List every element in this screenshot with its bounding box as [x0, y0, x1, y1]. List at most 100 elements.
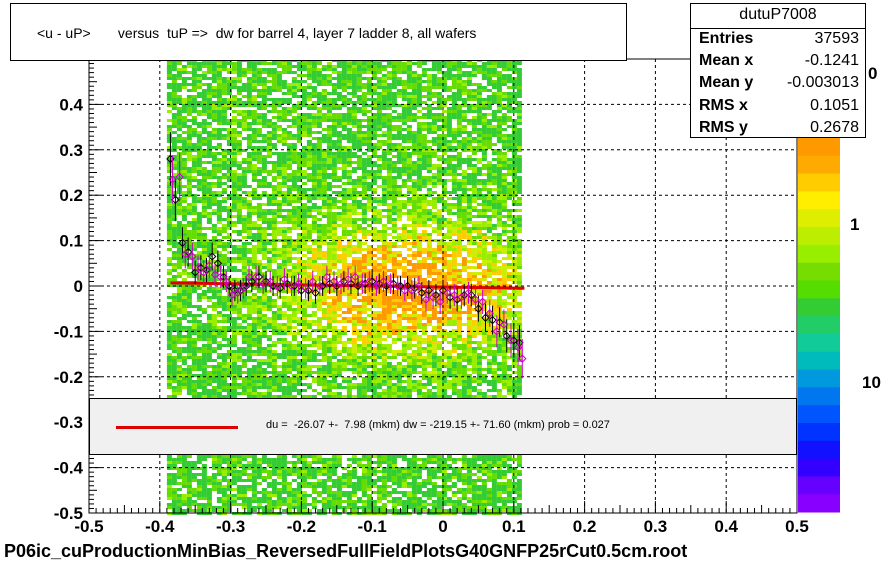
heat-cell [186, 137, 192, 140]
heat-cell [231, 95, 237, 98]
heat-cell [291, 116, 297, 119]
heat-cell [286, 263, 292, 266]
heat-cell [476, 122, 482, 125]
heat-cell [391, 149, 397, 152]
heat-cell [336, 242, 342, 245]
heat-cell [186, 179, 192, 182]
heat-cell [331, 83, 337, 86]
heat-cell [271, 248, 277, 251]
heat-cell [296, 176, 302, 179]
heat-cell [201, 152, 207, 155]
heat-cell [336, 308, 342, 311]
heat-cell [286, 101, 292, 104]
heat-cell [481, 233, 487, 236]
heat-cell [191, 119, 197, 122]
heat-cell [266, 257, 272, 260]
heat-cell [171, 155, 177, 158]
heat-cell [321, 278, 327, 281]
heat-cell [501, 143, 507, 146]
heat-cell [206, 131, 212, 134]
heat-cell [191, 194, 197, 197]
heat-cell [426, 317, 432, 320]
heat-cell [171, 251, 177, 254]
heat-cell [411, 215, 417, 218]
heat-cell [506, 98, 512, 101]
heat-cell [401, 305, 407, 308]
heat-cell [501, 95, 507, 98]
heat-cell [436, 77, 442, 80]
heat-cell [516, 110, 522, 113]
heat-cell [251, 131, 257, 134]
heat-cell [206, 185, 212, 188]
heat-cell [371, 236, 377, 239]
heat-cell [481, 293, 487, 296]
heat-cell [241, 305, 247, 308]
heat-cell [346, 116, 352, 119]
heat-cell [501, 263, 507, 266]
heat-cell [406, 260, 412, 263]
heat-cell [406, 218, 412, 221]
heat-cell [221, 128, 227, 131]
heat-cell [346, 269, 352, 272]
heat-cell [276, 191, 282, 194]
heat-cell [496, 200, 502, 203]
heat-cell [301, 230, 307, 233]
heat-cell [371, 299, 377, 302]
heat-cell [216, 113, 222, 116]
heat-cell [311, 290, 317, 293]
heat-cell [501, 119, 507, 122]
heat-cell [501, 74, 507, 77]
heat-cell [396, 185, 402, 188]
heat-cell [186, 185, 192, 188]
heat-cell [501, 281, 507, 284]
heat-cell [506, 272, 512, 275]
heat-cell [496, 158, 502, 161]
heat-cell [371, 104, 377, 107]
heat-cell [391, 164, 397, 167]
heat-cell [226, 161, 232, 164]
heat-cell [246, 224, 252, 227]
heat-cell [371, 188, 377, 191]
heat-cell [396, 113, 402, 116]
heat-cell [456, 206, 462, 209]
heat-cell [261, 248, 267, 251]
heat-cell [336, 185, 342, 188]
heat-cell [446, 206, 452, 209]
heat-cell [281, 185, 287, 188]
heat-cell [511, 185, 517, 188]
heat-cell [201, 65, 207, 68]
heat-cell [181, 251, 187, 254]
heat-cell [216, 134, 222, 137]
heat-cell [341, 263, 347, 266]
heat-cell [306, 116, 312, 119]
heat-cell [301, 104, 307, 107]
heat-cell [386, 290, 392, 293]
heat-cell [171, 230, 177, 233]
heat-cell [191, 68, 197, 71]
heat-cell [331, 299, 337, 302]
heat-cell [171, 68, 177, 71]
heat-cell [446, 110, 452, 113]
heat-cell [291, 299, 297, 302]
heat-cell [206, 287, 212, 290]
heat-cell [346, 254, 352, 257]
heat-cell [421, 233, 427, 236]
heat-cell [226, 158, 232, 161]
heat-cell [496, 281, 502, 284]
heat-cell [436, 212, 442, 215]
heat-cell [386, 248, 392, 251]
heat-cell [301, 320, 307, 323]
heat-cell [266, 143, 272, 146]
heat-cell [221, 272, 227, 275]
heat-cell [446, 260, 452, 263]
heat-cell [216, 104, 222, 107]
heat-cell [316, 80, 322, 83]
heat-cell [246, 206, 252, 209]
heat-cell [381, 305, 387, 308]
heat-cell [466, 155, 472, 158]
heat-cell [346, 155, 352, 158]
heat-cell [256, 299, 262, 302]
heat-cell [466, 176, 472, 179]
heat-cell [261, 299, 267, 302]
heat-cell [241, 215, 247, 218]
